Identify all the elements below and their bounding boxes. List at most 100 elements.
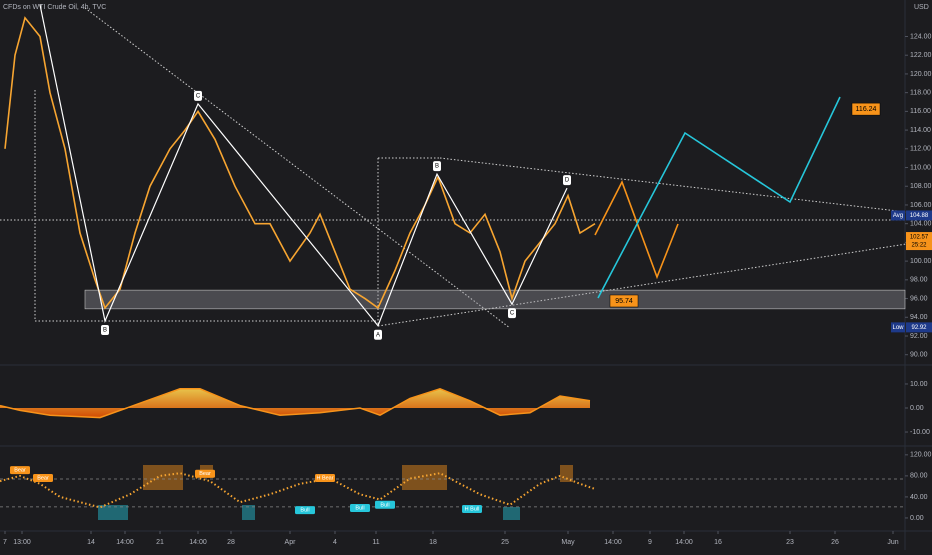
- pattern-label: B: [435, 164, 439, 170]
- y-tick-label: 96.00: [910, 295, 928, 302]
- x-tick-label: 9: [648, 539, 652, 546]
- y-tick-label: 80.00: [910, 473, 928, 480]
- trendline: [377, 239, 932, 327]
- badge: [195, 469, 215, 478]
- chart-title: CFDs on WTI Crude Oil, 4h, TVC: [3, 4, 106, 11]
- x-tick-label: May: [561, 539, 575, 546]
- avg-label-box: [891, 210, 905, 221]
- y-tick-label: 110.00: [910, 164, 931, 171]
- price-tag-label: 95.74: [615, 298, 633, 305]
- y-tick-label: 120.00: [910, 71, 932, 78]
- x-tick-label: 23: [786, 539, 794, 546]
- support-zone: [84, 289, 906, 310]
- y-tick-label: 124.00: [910, 33, 932, 40]
- y-tick-label: 120.00: [910, 452, 932, 459]
- y-tick-label: 104.00: [910, 221, 932, 228]
- trendline: [84, 7, 511, 329]
- projection: [594, 180, 679, 280]
- pattern-label-box: [374, 329, 382, 340]
- pattern-label-box: [194, 90, 202, 101]
- badge-label: Bull: [300, 508, 309, 514]
- y-tick-label: 40.00: [910, 494, 928, 501]
- y-tick-label: 114.00: [910, 127, 931, 134]
- badge-label: H Bear: [316, 475, 333, 481]
- y-tick-label: 90.00: [910, 352, 928, 359]
- low-value: 92.92: [911, 325, 927, 331]
- price-tag: [851, 102, 881, 116]
- x-tick-label: Apr: [285, 539, 297, 546]
- pattern-label-box: [508, 308, 516, 319]
- zone-box: [402, 465, 447, 490]
- badge: [350, 503, 370, 512]
- badge: [33, 473, 53, 482]
- y-tick-label: 122.00: [910, 52, 932, 59]
- currency: USD: [914, 4, 929, 11]
- y-tick-label: 116.00: [910, 108, 931, 115]
- oscillator-area: [0, 388, 590, 418]
- pattern-label: A: [376, 332, 380, 338]
- avg-marker: [906, 210, 932, 221]
- y-tick-label: 94.00: [910, 314, 928, 321]
- badge: [10, 466, 30, 475]
- x-tick-label: 7: [3, 539, 7, 546]
- x-tick-label: 18: [429, 539, 437, 546]
- x-tick-label: 21: [156, 539, 164, 546]
- pattern-label-box: [433, 161, 441, 172]
- x-tick-label: 14:00: [604, 539, 622, 546]
- pattern-label-box: [563, 175, 571, 186]
- price-tag: [609, 294, 639, 308]
- y-tick-label: 0.00: [910, 405, 924, 412]
- low-label: Low: [892, 325, 904, 331]
- x-tick-label: 13:00: [13, 539, 31, 546]
- projection: [597, 96, 841, 299]
- x-tick-label: 14:00: [189, 539, 207, 546]
- low-label-box: [891, 322, 905, 333]
- last-marker: [906, 232, 932, 251]
- avg-label: Avg: [893, 213, 903, 219]
- badge-label: Bear: [199, 471, 211, 477]
- badge: [295, 506, 315, 515]
- pattern-label-box: [101, 325, 109, 336]
- badge-label: Bull: [380, 502, 389, 508]
- x-tick-label: Jun: [887, 539, 898, 546]
- pattern-label: C: [510, 311, 515, 317]
- x-tick-label: 11: [372, 539, 379, 546]
- y-tick-label: 108.00: [910, 183, 932, 190]
- y-tick-label: 118.00: [910, 89, 931, 96]
- badge-label: Bear: [37, 475, 49, 481]
- y-tick-label: 0.00: [910, 515, 924, 522]
- badge: [375, 500, 395, 509]
- zone-box: [143, 465, 183, 490]
- badge-label: Bear: [14, 468, 26, 474]
- zone-box: [503, 507, 520, 520]
- countdown: 25:22: [911, 243, 927, 249]
- pattern-label: D: [565, 178, 570, 184]
- y-tick-label: 92.00: [910, 333, 928, 340]
- x-tick-label: 28: [227, 539, 235, 546]
- x-tick-label: 14: [87, 539, 95, 546]
- badge-label: Bull: [355, 505, 364, 511]
- badge: [462, 505, 482, 514]
- x-tick-label: 14:00: [675, 539, 693, 546]
- badge-label: H Bull: [465, 506, 480, 512]
- pattern-label: B: [103, 328, 107, 334]
- low-marker: [906, 322, 932, 333]
- y-tick-label: 112.00: [910, 146, 931, 153]
- y-tick-label: -10.00: [910, 429, 930, 436]
- zone-box: [242, 505, 255, 520]
- x-tick-label: 14:00: [116, 539, 134, 546]
- x-tick-label: 25: [501, 539, 509, 546]
- y-tick-label: 98.00: [910, 277, 928, 284]
- oscillator-line: [0, 388, 591, 419]
- y-tick-label: 100.00: [910, 258, 932, 265]
- badge: [315, 473, 335, 482]
- y-tick-label: 106.00: [910, 202, 932, 209]
- avg-value: 104.88: [910, 213, 929, 219]
- x-tick-label: 26: [831, 539, 839, 546]
- price-line: [4, 16, 596, 310]
- last-value: 102.57: [910, 235, 929, 241]
- y-tick-label: 10.00: [910, 381, 928, 388]
